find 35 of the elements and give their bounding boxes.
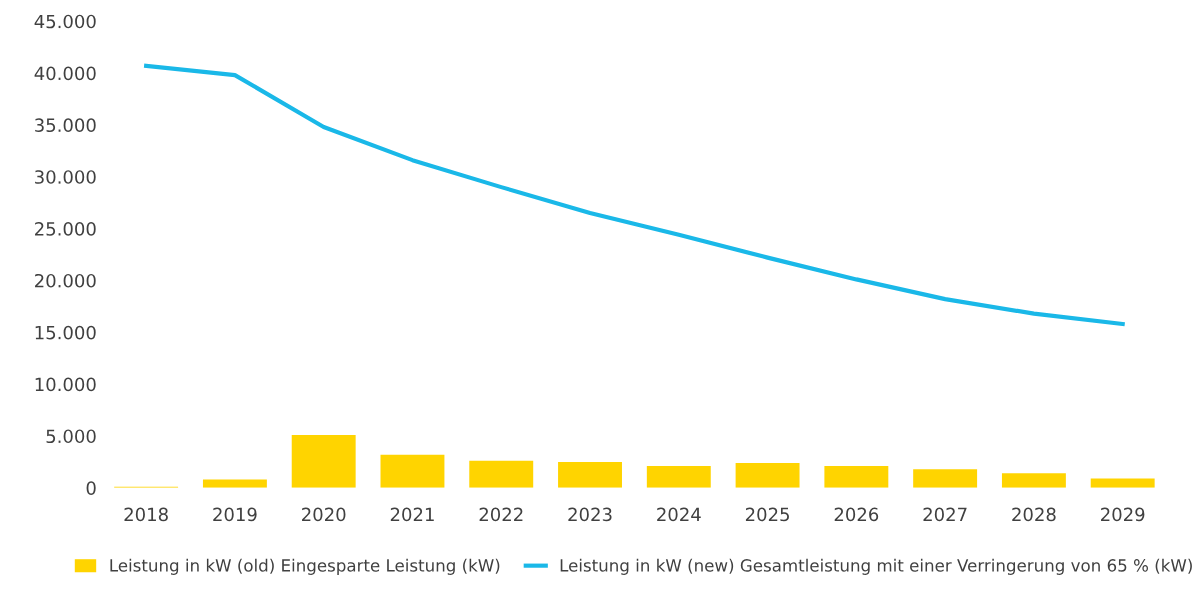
x-tick-label: 2023 (568, 507, 612, 522)
y-tick-label: 45.000 (34, 14, 96, 29)
y-tick-label: 0 (86, 481, 96, 495)
bar (824, 466, 889, 488)
bar (646, 466, 711, 488)
x-tick-label: 2027 (923, 507, 967, 522)
bar (913, 469, 978, 488)
y-tick-label: 15.000 (35, 325, 96, 340)
legend-label: Leistung in kW (new) Gesamtleistung mit einer Verringerung von 65 % (kW) (560, 558, 1192, 575)
bar (380, 454, 445, 488)
bar (558, 461, 622, 488)
x-tick-label: 2022 (479, 507, 523, 522)
x-tick-label: 2025 (745, 507, 789, 522)
x-tick-label: 2024 (657, 507, 701, 522)
x-tick-label: 2028 (1012, 507, 1056, 522)
x-tick-label: 2018 (124, 507, 168, 522)
y-tick-label: 20.000 (35, 273, 96, 288)
y-tick-label: 5.000 (46, 429, 96, 444)
y-tick-label: 10.000 (35, 377, 96, 392)
bar (1001, 473, 1066, 488)
bar (469, 460, 534, 488)
legend-label: Leistung in kW (old) Eingesparte Leistung (kW) (110, 558, 500, 575)
x-tick-label: 2019 (213, 507, 257, 522)
bar (1090, 478, 1155, 488)
y-tick-label: 35.000 (35, 118, 96, 133)
bar (735, 462, 800, 488)
x-tick-label: 2021 (390, 507, 434, 522)
line-series (144, 63, 1125, 327)
y-tick-label: 40.000 (34, 66, 96, 81)
x-tick-label: 2026 (834, 507, 879, 522)
x-tick-label: 2029 (1101, 507, 1145, 522)
y-tick-label: 30.000 (35, 170, 96, 184)
bar (291, 434, 356, 488)
y-tick-label: 25.000 (35, 222, 96, 236)
x-tick-label: 2020 (302, 507, 346, 522)
